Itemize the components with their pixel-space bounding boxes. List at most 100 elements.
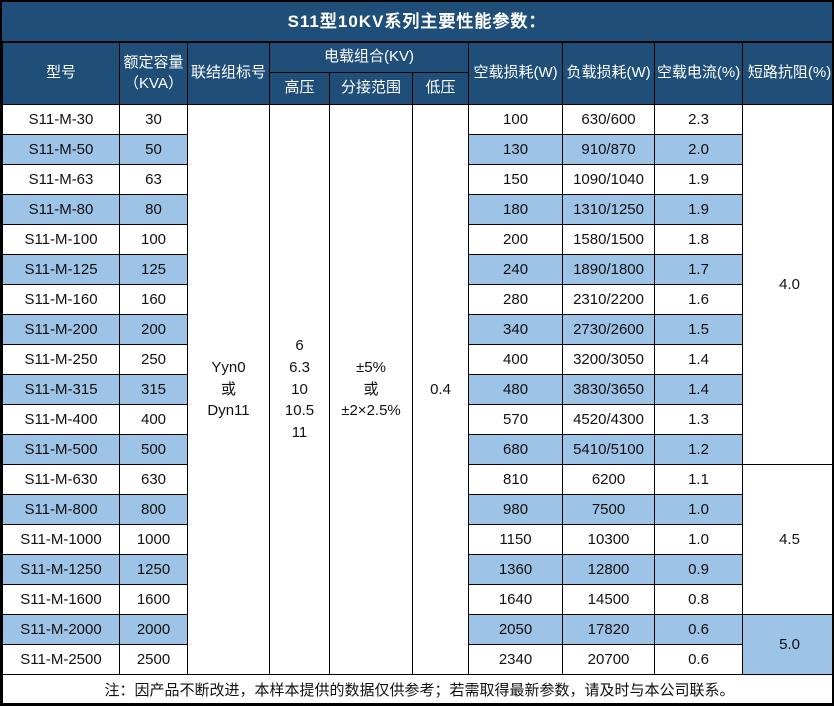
lv-cell: 0.4 — [411, 104, 470, 675]
capacity-cell: 630 — [119, 464, 188, 495]
capacity-cell: 125 — [119, 254, 188, 285]
header-load-loss: 负载损耗(W) — [562, 42, 656, 105]
model-cell: S11-M-1600 — [2, 584, 120, 615]
capacity-cell: 400 — [119, 404, 188, 435]
capacity-cell: 30 — [119, 104, 188, 135]
table-row: S11-M-30 30 Yyn0 或 Dyn11 6 6.3 10 10.5 11 ±5… — [2, 104, 832, 675]
impedance-cell: 5.0 — [742, 614, 832, 675]
table-row: S11-M-250 250 400 3200/3050 1.4 — [2, 344, 833, 375]
header-capacity: 额定容量 （KVA） — [119, 42, 188, 105]
capacity-cell: 800 — [119, 494, 188, 525]
no-load-current-cell: 1.9 — [654, 194, 744, 225]
model-cell: S11-M-160 — [2, 284, 120, 315]
table-header: 型号 额定容量 （KVA） 联结组标号 电载组合(KV) 空载损耗(W) 负载损… — [2, 42, 832, 105]
no-load-current-cell: 0.6 — [654, 644, 744, 675]
load-loss-cell: 1310/1250 — [562, 194, 656, 225]
no-load-current-cell: 0.9 — [654, 554, 744, 585]
capacity-cell: 50 — [119, 134, 188, 165]
model-cell: S11-M-2500 — [2, 644, 120, 675]
table-row: S11-M-125 125 240 1890/1800 1.7 — [2, 254, 833, 285]
load-loss-cell: 6200 — [562, 464, 656, 495]
header-vector-group: 联结组标号 — [187, 42, 270, 105]
load-loss-cell: 17820 — [562, 614, 656, 645]
model-cell: S11-M-125 — [2, 254, 120, 285]
no-load-loss-cell: 1150 — [468, 524, 564, 555]
no-load-loss-cell: 240 — [468, 254, 564, 285]
table-row: S11-M-2000 2000 2050 17820 0.6 5.0 — [2, 614, 832, 675]
no-load-current-cell: 1.8 — [654, 224, 744, 255]
capacity-cell: 1000 — [119, 524, 188, 555]
no-load-current-cell: 2.0 — [654, 134, 744, 165]
table-row: S11-M-1600 1600 1640 14500 0.8 — [2, 584, 833, 615]
no-load-loss-cell: 280 — [468, 284, 564, 315]
no-load-loss-cell: 340 — [468, 314, 564, 345]
no-load-loss-cell: 180 — [468, 194, 564, 225]
no-load-current-cell: 1.7 — [654, 254, 744, 285]
table-row: S11-M-80 80 180 1310/1250 1.9 — [2, 194, 833, 225]
capacity-cell: 200 — [119, 314, 188, 345]
header-impedance: 短路抗阻(%) — [742, 42, 832, 105]
table-row: S11-M-500 500 680 5410/5100 1.2 — [2, 434, 833, 465]
table-row: S11-M-160 160 280 2310/2200 1.6 — [2, 284, 833, 315]
load-loss-cell: 7500 — [562, 494, 656, 525]
header-tap-range: 分接范围 — [329, 72, 413, 105]
capacity-cell: 100 — [119, 224, 188, 255]
load-loss-cell: 14500 — [562, 584, 656, 615]
no-load-current-cell: 1.5 — [654, 314, 744, 345]
no-load-loss-cell: 680 — [468, 434, 564, 465]
load-loss-cell: 2310/2200 — [562, 284, 656, 315]
no-load-current-cell: 1.1 — [654, 464, 744, 495]
header-no-load-current: 空载电流(%) — [654, 42, 744, 105]
impedance-cell: 4.0 — [742, 104, 832, 465]
capacity-cell: 2000 — [119, 614, 188, 645]
table-row: S11-M-630 630 810 6200 1.1 4.5 — [2, 464, 832, 615]
load-loss-cell: 2730/2600 — [562, 314, 656, 345]
header-hv: 高压 — [269, 72, 330, 105]
capacity-cell: 80 — [119, 194, 188, 225]
table-row: S11-M-100 100 200 1580/1500 1.8 — [2, 224, 833, 255]
footnote: 注：因产品不断改进，本样本提供的数据仅供参考；若需取得最新参数，请及时与本公司联… — [2, 674, 832, 704]
no-load-loss-cell: 480 — [468, 374, 564, 405]
no-load-loss-cell: 2050 — [468, 614, 564, 645]
header-no-load-loss: 空载损耗(W) — [468, 42, 564, 105]
no-load-loss-cell: 130 — [468, 134, 564, 165]
capacity-cell: 250 — [119, 344, 188, 375]
table-row: S11-M-400 400 570 4520/4300 1.3 — [2, 404, 833, 435]
model-cell: S11-M-80 — [2, 194, 120, 225]
capacity-cell: 1600 — [119, 584, 188, 615]
no-load-current-cell: 1.3 — [654, 404, 744, 435]
table-row: S11-M-63 63 150 1090/1040 1.9 — [2, 164, 833, 195]
load-loss-cell: 630/600 — [562, 104, 656, 135]
model-cell: S11-M-200 — [2, 314, 120, 345]
model-cell: S11-M-30 — [2, 104, 120, 135]
no-load-loss-cell: 2340 — [468, 644, 564, 675]
load-loss-cell: 5410/5100 — [562, 434, 656, 465]
load-loss-cell: 1580/1500 — [562, 224, 656, 255]
no-load-loss-cell: 1640 — [468, 584, 564, 615]
capacity-cell: 1250 — [119, 554, 188, 585]
model-cell: S11-M-50 — [2, 134, 120, 165]
load-loss-cell: 12800 — [562, 554, 656, 585]
no-load-current-cell: 1.4 — [654, 344, 744, 375]
model-cell: S11-M-800 — [2, 494, 120, 525]
no-load-current-cell: 1.0 — [654, 494, 744, 525]
tap-range-cell: ±5% 或 ±2×2.5% — [329, 104, 413, 675]
model-cell: S11-M-63 — [2, 164, 120, 195]
model-cell: S11-M-1250 — [2, 554, 120, 585]
table-body: S11-M-30 30 Yyn0 或 Dyn11 6 6.3 10 10.5 11 ±5… — [2, 104, 833, 675]
load-loss-cell: 20700 — [562, 644, 656, 675]
no-load-loss-cell: 1360 — [468, 554, 564, 585]
no-load-loss-cell: 150 — [468, 164, 564, 195]
no-load-loss-cell: 810 — [468, 464, 564, 495]
load-loss-cell: 3830/3650 — [562, 374, 656, 405]
page-title: S11型10KV系列主要性能参数： — [2, 2, 832, 42]
no-load-loss-cell: 200 — [468, 224, 564, 255]
vector-group-cell: Yyn0 或 Dyn11 — [187, 104, 270, 675]
hv-cell: 6 6.3 10 10.5 11 — [269, 104, 330, 675]
no-load-loss-cell: 570 — [468, 404, 564, 435]
model-cell: S11-M-100 — [2, 224, 120, 255]
model-cell: S11-M-1000 — [2, 524, 120, 555]
table-row: S11-M-50 50 130 910/870 2.0 — [2, 134, 833, 165]
capacity-cell: 500 — [119, 434, 188, 465]
